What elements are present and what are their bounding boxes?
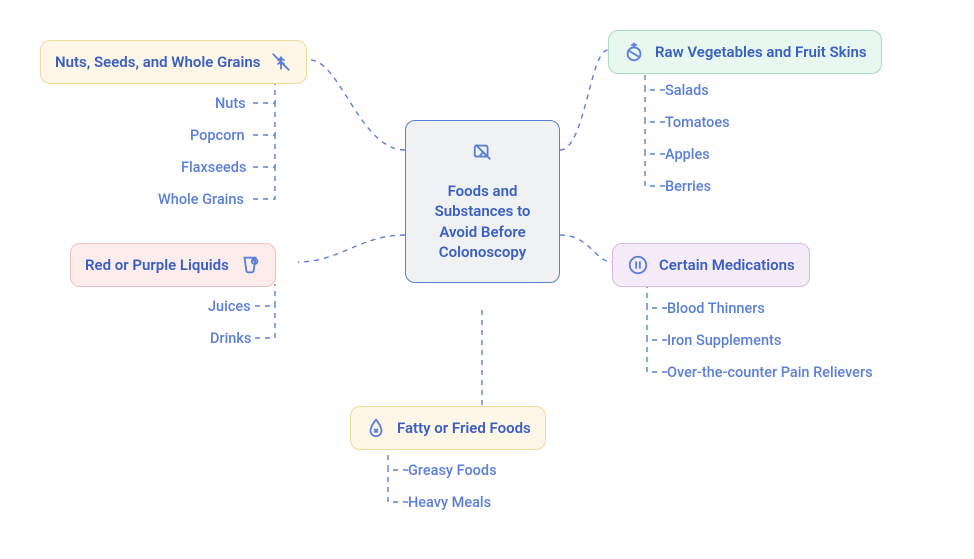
sub-item: Salads	[665, 82, 709, 99]
cup-icon	[239, 254, 261, 276]
sub-item: Popcorn	[190, 127, 245, 144]
category-nuts: Nuts, Seeds, and Whole Grains	[40, 40, 307, 84]
sub-item: Blood Thinners	[667, 300, 765, 317]
sub-item: Juices	[208, 298, 251, 315]
sub-item: Drinks	[210, 330, 251, 347]
sub-item: Over-the-counter Pain Relievers	[667, 364, 873, 381]
sub-item: Nuts	[215, 95, 246, 112]
sub-item: Heavy Meals	[408, 494, 491, 511]
drop-icon	[365, 417, 387, 439]
veg-icon	[623, 41, 645, 63]
category-meds: Certain Medications	[612, 243, 810, 287]
category-liquids: Red or Purple Liquids	[70, 243, 276, 287]
sub-item: Greasy Foods	[408, 462, 497, 479]
sub-item: Apples	[665, 146, 710, 163]
sub-item: Tomatoes	[665, 114, 730, 131]
category-veg: Raw Vegetables and Fruit Skins	[608, 30, 882, 74]
sub-item: Flaxseeds	[181, 159, 246, 176]
wheat-off-icon	[270, 51, 292, 73]
category-label: Nuts, Seeds, and Whole Grains	[55, 53, 260, 71]
category-fatty: Fatty or Fried Foods	[350, 406, 546, 450]
category-label: Raw Vegetables and Fruit Skins	[655, 43, 867, 61]
category-label: Red or Purple Liquids	[85, 256, 229, 274]
pause-icon	[627, 254, 649, 276]
category-label: Certain Medications	[659, 256, 795, 274]
sub-item: Berries	[665, 178, 711, 195]
image-off-icon	[472, 141, 494, 163]
center-label: Foods and Substances to Avoid Before Col…	[420, 181, 545, 262]
sub-item: Iron Supplements	[667, 332, 781, 349]
center-node: Foods and Substances to Avoid Before Col…	[405, 120, 560, 283]
category-label: Fatty or Fried Foods	[397, 419, 531, 437]
sub-item: Whole Grains	[158, 191, 244, 208]
